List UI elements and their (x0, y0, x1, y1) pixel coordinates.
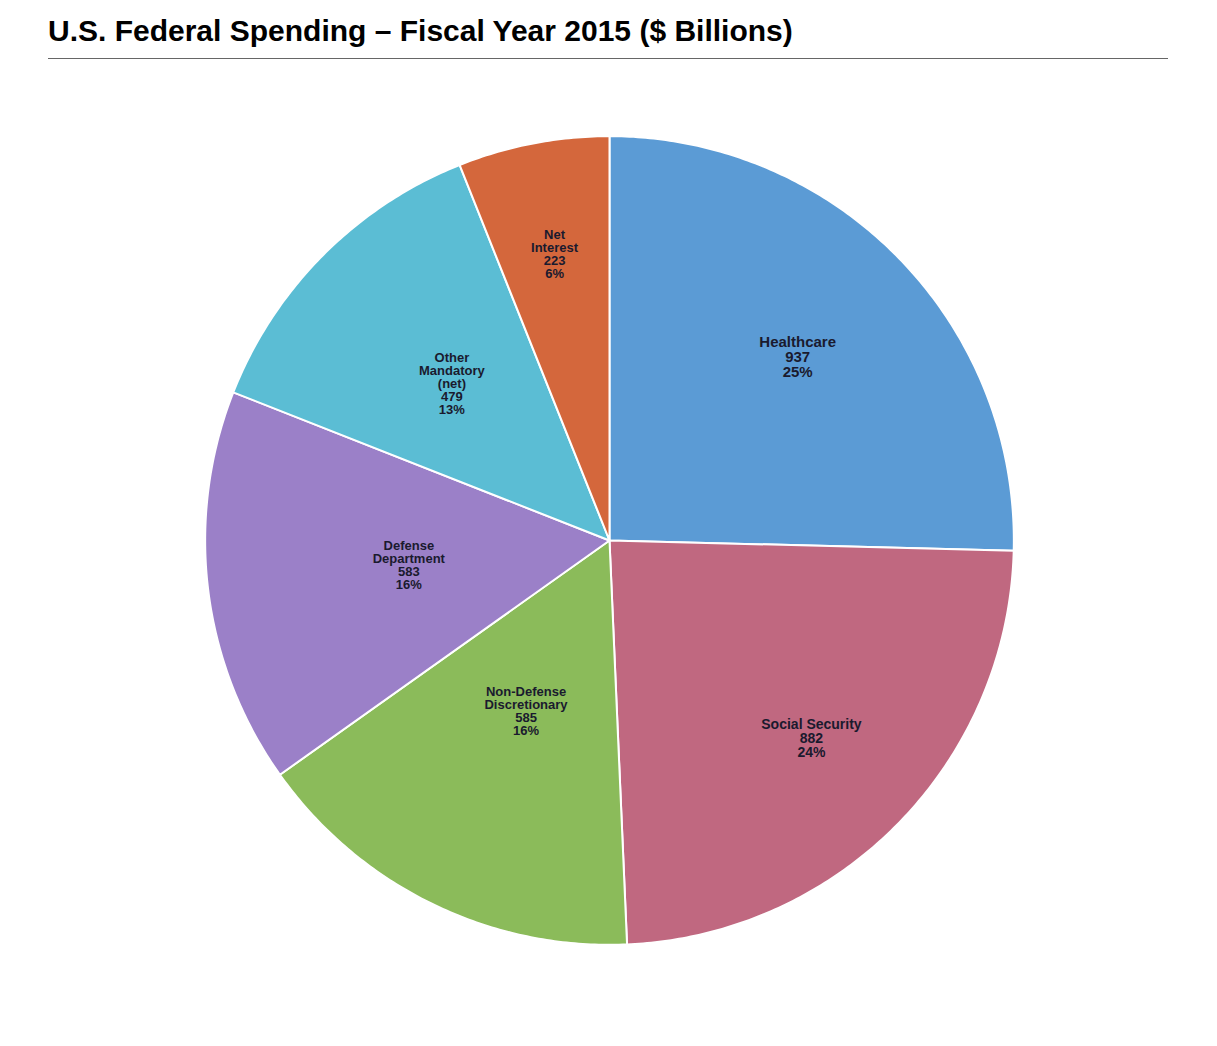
svg-text:Healthcare93725%: Healthcare93725% (759, 333, 836, 380)
svg-text:Social Security88224%: Social Security88224% (761, 716, 862, 760)
svg-text:DefenseDepartment58316%: DefenseDepartment58316% (372, 538, 445, 592)
html-text:U.S. Federal Spending – Fiscal: U.S. Federal Spending – Fiscal Year 2015… (48, 14, 793, 47)
svg-text:NetInterest2236%: NetInterest2236% (531, 227, 579, 281)
svg-text:Non-DefenseDiscretionary58516%: Non-DefenseDiscretionary58516% (484, 684, 568, 738)
svg-text:OtherMandatory(net)47913%: OtherMandatory(net)47913% (419, 350, 486, 417)
